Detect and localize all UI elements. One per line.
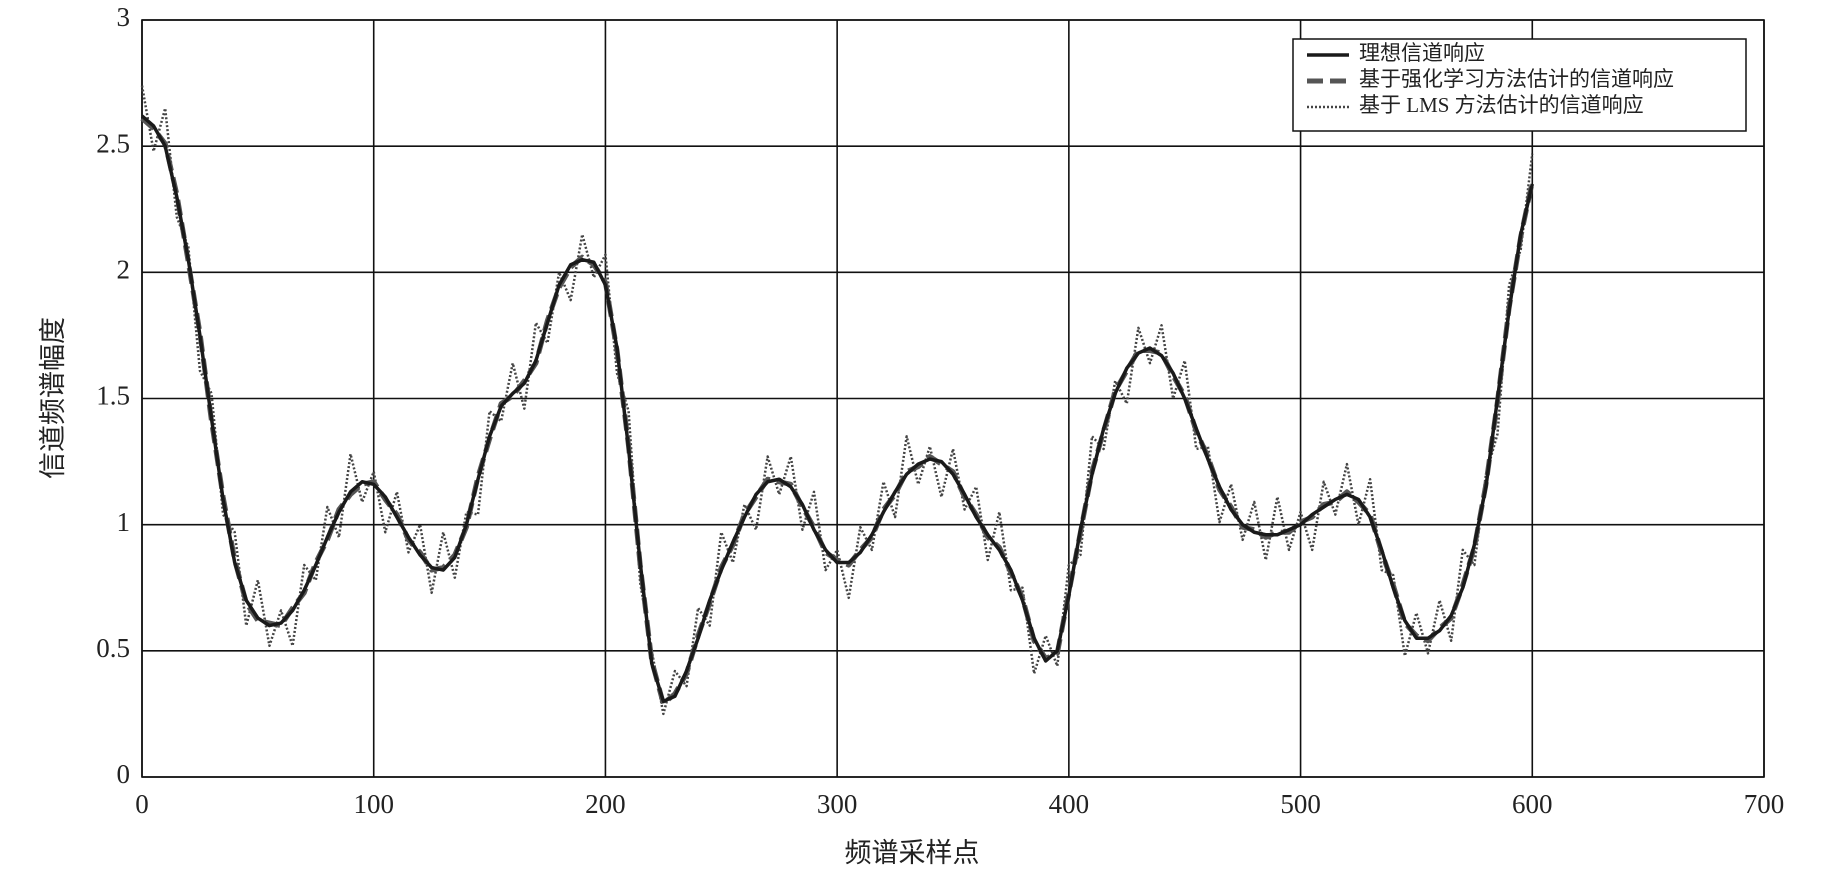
y-tick-label: 0: [117, 759, 131, 789]
legend-box: [1292, 38, 1747, 132]
legend-label: 基于 LMS 方法估计的信道响应: [1359, 93, 1644, 117]
x-tick-label: 700: [1744, 789, 1785, 819]
x-tick-label: 300: [817, 789, 858, 819]
x-tick-label: 0: [135, 789, 149, 819]
x-axis-label: 频谱采样点: [845, 838, 980, 868]
y-tick-label: 0.5: [96, 633, 130, 663]
y-tick-label: 3: [117, 2, 131, 32]
plot-frame: [141, 19, 1765, 778]
x-tick-label: 500: [1280, 789, 1321, 819]
y-axis-label: 信道频谱幅度: [38, 317, 68, 479]
legend-label: 理想信道响应: [1359, 41, 1485, 65]
y-tick-label: 1: [117, 507, 131, 537]
y-tick-label: 2: [117, 255, 131, 285]
series-line: [140, 85, 1534, 716]
y-tick-label: 1.5: [96, 381, 130, 411]
y-tick-label: 2.5: [96, 128, 130, 158]
x-tick-label: 400: [1049, 789, 1090, 819]
x-tick-label: 200: [585, 789, 626, 819]
series-line: [140, 114, 1534, 704]
x-tick-label: 100: [353, 789, 394, 819]
legend-label: 基于强化学习方法估计的信道响应: [1359, 67, 1674, 91]
x-tick-label: 600: [1512, 789, 1553, 819]
